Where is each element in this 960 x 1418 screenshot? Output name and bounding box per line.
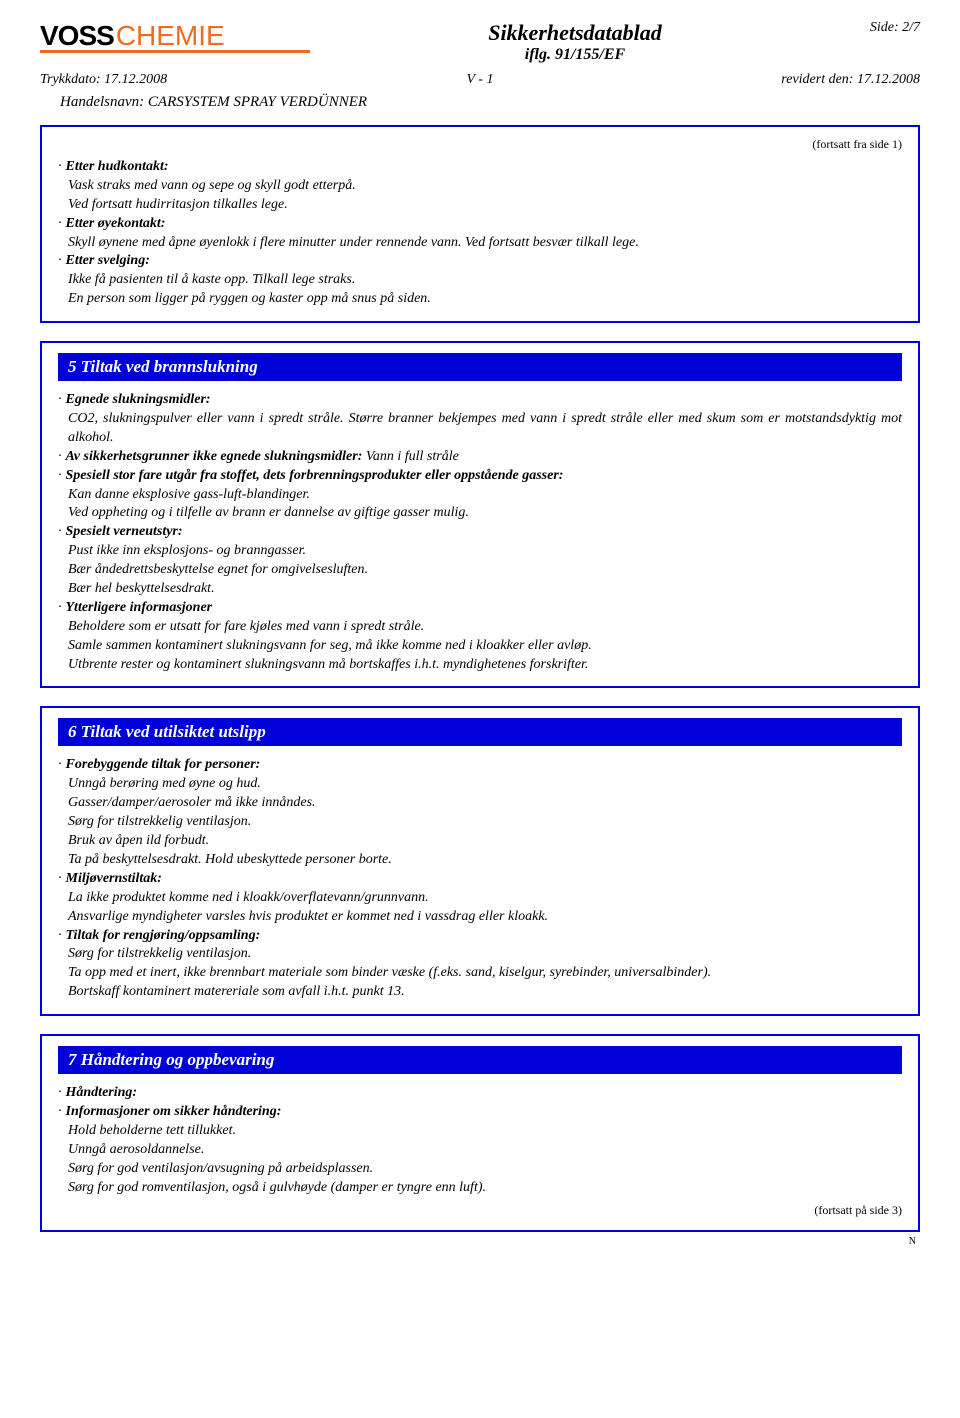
label-s5-4: Ytterligere informasjoner [66,599,213,618]
bullet-icon: · [58,467,62,486]
label-swallow: Etter svelging: [66,253,150,268]
label-s6-1: Miljøvernstiltak: [66,870,162,889]
label-eye: Etter øyekontakt: [66,216,166,231]
document-subtitle: iflg. 91/155/EF [310,46,840,64]
bullet-icon: · [58,252,62,271]
page-number: Side: 2/7 [840,20,920,36]
revised-date: revidert den: 17.12.2008 [627,72,920,88]
bullet-icon: · [58,391,62,410]
logo-chemie: CHEMIE [116,20,225,52]
logo-block: VOSSCHEMIE [40,20,310,53]
body-skin-2: Ved fortsatt hudirritasjon tilkalles leg… [58,196,902,215]
label-s7-1: Informasjoner om sikker håndtering: [66,1103,282,1122]
section-6-box: 6 Tiltak ved utilsiktet utslipp ·Forebyg… [40,706,920,1016]
body-s5-2b: Ved oppheting og i tilfelle av brann er … [58,504,902,523]
body-s7-1c: Sørg for god ventilasjon/avsugning på ar… [58,1160,902,1179]
body-s6-2b: Ta opp med et inert, ikke brennbart mate… [58,964,902,983]
body-swallow-1: Ikke få pasienten til å kaste opp. Tilka… [58,271,902,290]
bullet-icon: · [58,523,62,542]
meta-row: Trykkdato: 17.12.2008 V - 1 revidert den… [40,72,920,88]
body-s5-3c: Bær hel beskyttelsesdrakt. [58,580,902,599]
body-s5-2a: Kan danne eksplosive gass-luft-blandinge… [58,486,902,505]
document-title: Sikkerhetsdatablad [310,20,840,46]
body-s5-0: CO2, slukningspulver eller vann i spredt… [58,410,902,448]
continued-from-label: (fortsatt fra side 1) [58,137,902,152]
version: V - 1 [333,72,626,88]
label-s5-2: Spesiell stor fare utgår fra stoffet, de… [66,467,564,486]
bullet-icon: · [58,1084,62,1103]
bullet-icon: · [58,756,62,775]
continued-to-label: (fortsatt på side 3) [58,1203,902,1218]
bullet-icon: · [58,448,62,467]
body-s6-2a: Sørg for tilstrekkelig ventilasjon. [58,945,902,964]
label-s6-0: Forebyggende tiltak for personer: [66,756,261,775]
body-s5-4b: Samle sammen kontaminert slukningsvann f… [58,637,902,656]
body-s6-0a: Unngå berøring med øyne og hud. [58,775,902,794]
body-s5-3a: Pust ikke inn eksplosjons- og branngasse… [58,542,902,561]
section-4-box: (fortsatt fra side 1) · Etter hudkontakt:… [40,125,920,323]
body-s5-3b: Bær åndedrettsbeskyttelse egnet for omgi… [58,561,902,580]
label-skin: Etter hudkontakt: [66,159,169,174]
body-skin-1: Vask straks med vann og sepe og skyll go… [58,177,902,196]
section-5-box: 5 Tiltak ved brannslukning ·Egnede slukn… [40,341,920,688]
document-header: VOSSCHEMIE Sikkerhetsdatablad iflg. 91/1… [40,20,920,64]
label-s5-1: Av sikkerhetsgrunner ikke egnede sluknin… [66,449,363,464]
label-s5-3: Spesielt verneutstyr: [66,523,183,542]
bullet-icon: · [58,1103,62,1122]
label-s6-2: Tiltak for rengjøring/oppsamling: [66,927,261,946]
section-7-title: 7 Håndtering og oppbevaring [58,1046,902,1074]
body-swallow-2: En person som ligger på ryggen og kaster… [58,290,902,309]
body-s6-0b: Gasser/damper/aerosoler må ikke innåndes… [58,794,902,813]
body-s7-1d: Sørg for god romventilasjon, også i gulv… [58,1179,902,1198]
body-s7-1a: Hold beholderne tett tillukket. [58,1122,902,1141]
body-s5-4a: Beholdere som er utsatt for fare kjøles … [58,618,902,637]
body-s7-1b: Unngå aerosoldannelse. [58,1141,902,1160]
section-6-title: 6 Tiltak ved utilsiktet utslipp [58,718,902,746]
product-name: Handelsnavn: CARSYSTEM SPRAY VERDÜNNER [40,94,920,111]
footer-n: N [40,1236,916,1247]
title-block: Sikkerhetsdatablad iflg. 91/155/EF [310,20,840,64]
label-s5-0: Egnede slukningsmidler: [66,391,211,410]
body-s5-1: Vann i full stråle [362,449,458,464]
body-s6-2c: Bortskaff kontaminert matereriale som av… [58,983,902,1002]
bullet-icon: · [58,870,62,889]
body-s5-4c: Utbrente rester og kontaminert sluknings… [58,656,902,675]
logo-voss: VOSS [40,20,114,52]
body-eye: Skyll øynene med åpne øyenlokk i flere m… [58,234,902,253]
body-s6-0e: Ta på beskyttelsesdrakt. Hold ubeskytted… [58,851,902,870]
body-s6-0c: Sørg for tilstrekkelig ventilasjon. [58,813,902,832]
label-s7-0: Håndtering: [66,1084,138,1103]
body-s6-1a: La ikke produktet komme ned i kloakk/ove… [58,889,902,908]
section-7-box: 7 Håndtering og oppbevaring ·Håndtering:… [40,1034,920,1232]
body-s6-0d: Bruk av åpen ild forbudt. [58,832,902,851]
bullet-icon: · [58,927,62,946]
body-s6-1b: Ansvarlige myndigheter varsles hvis prod… [58,908,902,927]
bullet-icon: · [58,215,62,234]
bullet-icon: · [58,158,62,177]
print-date: Trykkdato: 17.12.2008 [40,72,333,88]
section-5-title: 5 Tiltak ved brannslukning [58,353,902,381]
bullet-icon: · [58,599,62,618]
